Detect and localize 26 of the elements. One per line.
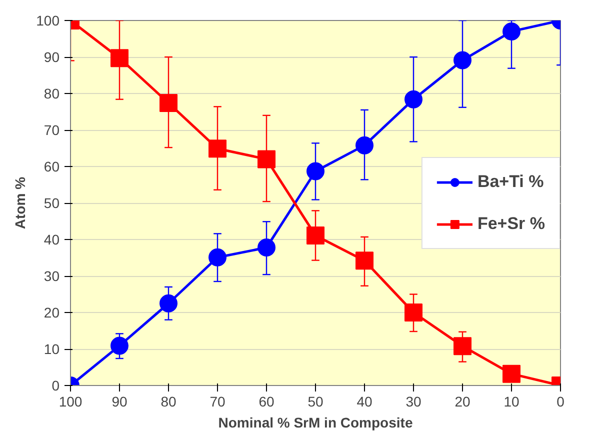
x-tick-label: 50	[308, 394, 324, 410]
x-tick-label: 90	[112, 394, 128, 410]
legend-label: Fe+Sr %	[477, 214, 545, 234]
y-tick-label: 70	[44, 122, 60, 138]
y-tick-label: 20	[44, 304, 60, 320]
x-tick-label: 30	[406, 394, 422, 410]
x-tick-label: 60	[258, 394, 274, 410]
y-tick-label: 100	[36, 12, 60, 28]
x-tick-label: 0	[556, 394, 565, 410]
y-tick-label: 90	[44, 49, 60, 65]
y-tick-label: 10	[44, 341, 60, 357]
y-tick-label: 80	[44, 86, 60, 102]
y-axis-title: Atom %	[12, 176, 28, 230]
x-tick-label: 80	[160, 394, 176, 410]
y-tick-label: 60	[44, 158, 60, 174]
x-tick-label: 100	[58, 394, 82, 410]
y-tick-label: 30	[44, 268, 60, 284]
x-tick-label: 40	[356, 394, 372, 410]
x-tick-label: 10	[504, 394, 520, 410]
x-axis-title: Nominal % SrM in Composite	[218, 414, 413, 430]
y-tick-label: 0	[52, 378, 60, 394]
y-tick-label: 50	[44, 195, 60, 211]
y-tick-label: 40	[44, 232, 60, 248]
x-tick-label: 20	[454, 394, 470, 410]
x-tick-label: 70	[210, 394, 226, 410]
legend-label: Ba+Ti %	[477, 172, 544, 192]
